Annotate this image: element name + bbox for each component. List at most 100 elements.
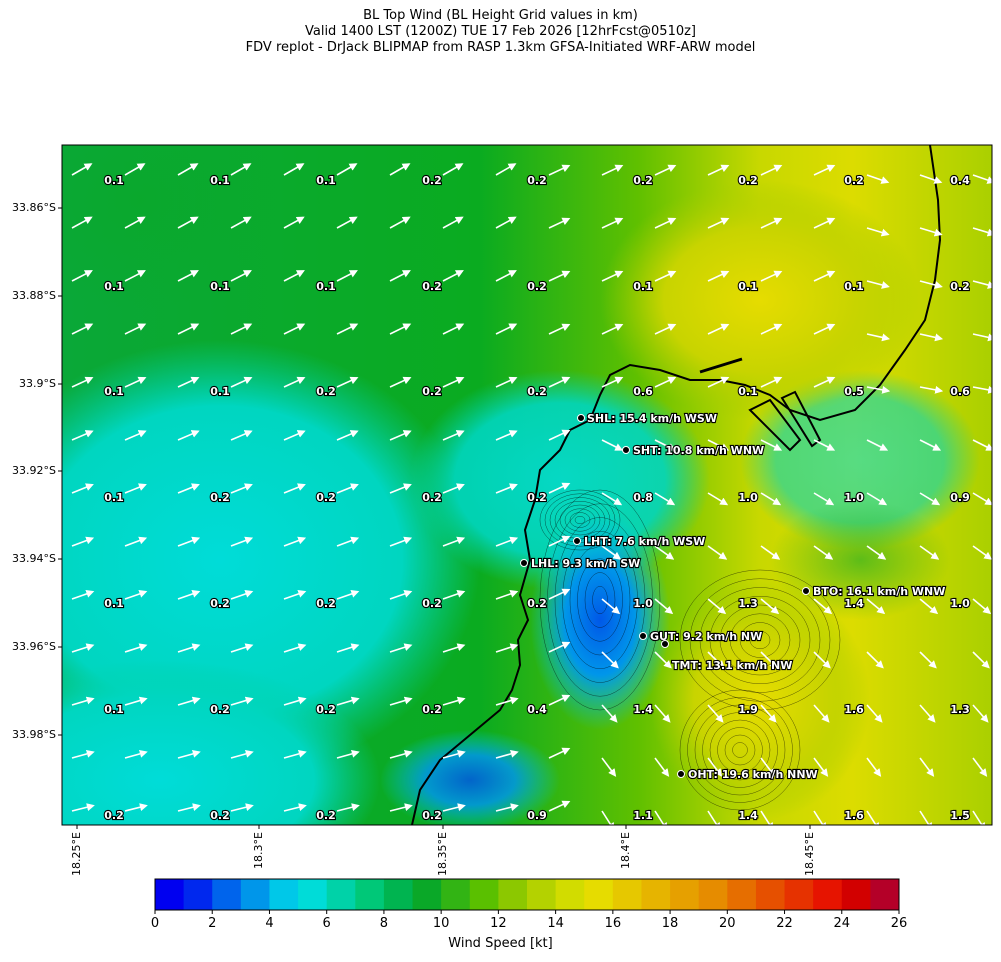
wind-arrow (548, 694, 571, 706)
wind-arrow (813, 492, 835, 506)
wind-arrow (707, 439, 730, 451)
wind-arrow (177, 749, 201, 759)
contour-line (547, 503, 653, 697)
wind-arrow (813, 757, 829, 777)
contour-line (739, 622, 781, 658)
wind-arrow (283, 270, 305, 282)
station-dot[interactable] (622, 446, 630, 454)
colorbar-segment (641, 879, 671, 910)
wind-arrow (230, 643, 254, 653)
wind-arrow (71, 483, 94, 494)
wind-arrow (972, 704, 989, 723)
contour-line (732, 742, 748, 758)
station-dot[interactable] (573, 537, 581, 545)
coastline (411, 145, 942, 825)
contour-line (717, 727, 763, 773)
wind-arrow (866, 227, 890, 237)
wind-arrow (601, 810, 615, 825)
station-dot[interactable] (577, 414, 585, 422)
wind-arrow (336, 270, 358, 282)
wind-arrow (389, 430, 412, 441)
grid-value: 0.2 (527, 491, 547, 504)
grid-value: 0.2 (527, 280, 547, 293)
station-label: SHT: 10.8 km/h WNW (633, 444, 764, 457)
latitude-label: 33.92°S (12, 464, 56, 477)
wind-arrow (389, 483, 412, 494)
colorbar-tick-label: 12 (490, 916, 507, 931)
contour-line (569, 544, 631, 656)
contour-line (749, 631, 771, 649)
station-dot[interactable] (802, 587, 810, 595)
grid-value: 0.2 (422, 174, 442, 187)
wind-arrow (707, 810, 721, 825)
wind-arrow (707, 492, 729, 506)
colorbar-segment (269, 879, 299, 910)
grid-value: 1.0 (633, 597, 653, 610)
station-label: GUT: 9.2 km/h NW (650, 630, 762, 643)
wind-arrow (601, 492, 623, 506)
wind-arrow (813, 439, 836, 451)
colorbar-segment (326, 879, 356, 910)
wind-arrow (71, 590, 95, 600)
colorbar-segment (870, 879, 900, 910)
grid-value: 1.6 (844, 809, 864, 822)
wind-arrow (548, 747, 571, 759)
wind-arrow (972, 598, 992, 615)
colorbar-segment (555, 879, 585, 910)
contour-line (724, 734, 756, 766)
station-label: LHL: 9.3 km/h SW (531, 557, 640, 570)
wind-arrow (336, 749, 360, 759)
wind-arrow (495, 643, 519, 653)
wind-arrow (124, 696, 148, 706)
grid-value: 0.2 (210, 597, 230, 610)
grid-value: 0.1 (210, 174, 230, 187)
wind-arrow (601, 323, 624, 335)
station-label: LHT: 7.6 km/h WSW (584, 535, 705, 548)
wind-arrow (442, 216, 464, 229)
wind-arrow (230, 536, 254, 547)
wind-arrow (177, 216, 199, 229)
wind-arrow (177, 323, 200, 335)
grid-value: 0.1 (104, 174, 124, 187)
colorbar-segment (155, 879, 185, 910)
colorbar-segment (755, 879, 786, 910)
wind-arrow (389, 590, 413, 600)
wind-arrow (336, 590, 360, 600)
wind-arrow (495, 536, 519, 547)
contour-line (699, 587, 821, 693)
wind-arrow (972, 385, 992, 394)
wind-arrow (707, 323, 730, 335)
contour-line (709, 719, 771, 781)
wind-arrow (707, 598, 727, 615)
wind-arrow (177, 163, 199, 176)
longitude-label: 18.45°E (803, 832, 816, 876)
colorbar-segment (527, 879, 557, 910)
colorbar-tick-label: 8 (379, 916, 389, 931)
station-dot[interactable] (520, 559, 528, 567)
wind-arrow (495, 323, 518, 335)
station-dot[interactable] (661, 640, 669, 648)
colorbar-segment (784, 879, 814, 910)
contour-line (539, 489, 661, 711)
wind-arrow (177, 536, 201, 547)
wind-arrow (654, 704, 671, 723)
wind-arrow (442, 376, 465, 388)
wind-arrow (71, 536, 95, 547)
wind-arrow (813, 164, 836, 176)
colorbar-segment (841, 879, 871, 910)
station-dot[interactable] (639, 632, 647, 640)
wind-arrow (177, 643, 201, 653)
station-dot[interactable] (677, 770, 685, 778)
wind-arrow (972, 757, 988, 777)
map-title: BL Top Wind (BL Height Grid values in km… (0, 8, 1001, 56)
wind-arrow (177, 590, 201, 600)
wind-arrow (654, 217, 677, 229)
wind-arrow (919, 280, 943, 289)
latitude-label: 33.88°S (12, 289, 56, 302)
colorbar-segment (383, 879, 414, 910)
contour-line (577, 558, 623, 642)
latitude-label: 33.86°S (12, 201, 56, 214)
wind-arrow (601, 164, 624, 176)
wind-arrow (336, 216, 358, 229)
wind-arrow (548, 270, 571, 282)
